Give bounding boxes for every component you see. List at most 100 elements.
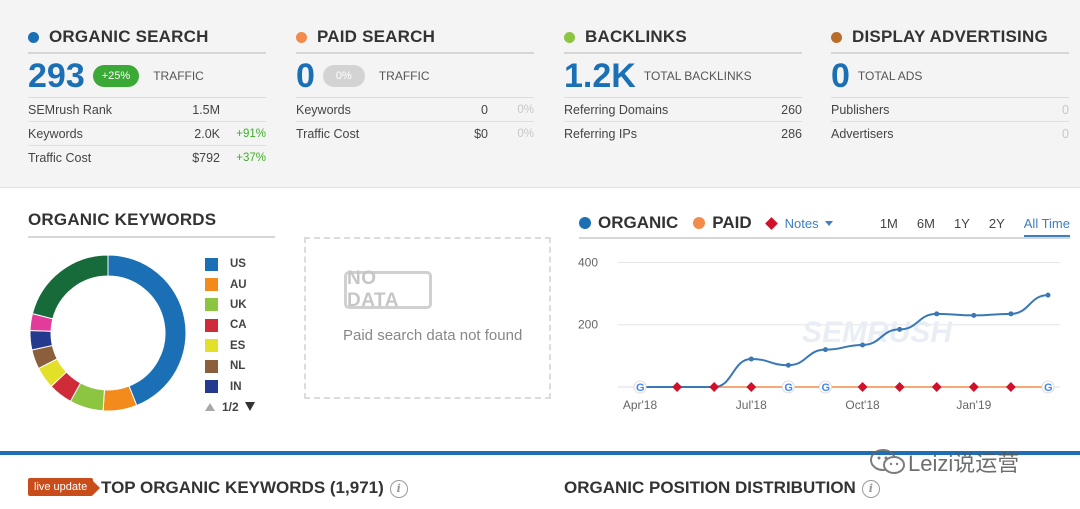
notes-dropdown[interactable]: Notes [764, 215, 833, 231]
range-6m[interactable]: 6M [916, 215, 935, 231]
backlinks-label: TOTAL BACKLINKS [643, 68, 752, 83]
note-diamond[interactable] [746, 382, 757, 392]
legend-item-in[interactable]: IN [205, 376, 255, 396]
display-advertising-header[interactable]: DISPLAY ADVERTISING [831, 26, 1069, 54]
organic-point[interactable] [971, 312, 977, 318]
organic-point[interactable] [1045, 292, 1051, 298]
display-ads-value[interactable]: 0 [831, 56, 850, 95]
note-diamond[interactable] [894, 382, 905, 392]
legend-paid-label: PAID [712, 213, 752, 232]
legend-swatch [205, 298, 218, 312]
no-data-badge: NO DATA [344, 268, 432, 311]
legend-item-es[interactable]: ES [205, 336, 255, 356]
legend-label: US [230, 258, 246, 271]
organic-keywords-title: ORGANIC KEYWORDS [28, 210, 217, 229]
info-icon[interactable]: i [861, 479, 880, 498]
organic-search-card: ORGANIC SEARCH 293 +25% TRAFFIC SEMrush … [28, 26, 266, 170]
metric-row: Traffic Cost $0 0% [296, 122, 534, 146]
metric-value[interactable]: 1.5M [192, 102, 220, 117]
wechat-icon [870, 449, 905, 474]
legend-swatch [205, 339, 218, 353]
organic-traffic-value[interactable]: 293 [28, 56, 85, 95]
organic-search-header[interactable]: ORGANIC SEARCH [28, 26, 266, 54]
metric-label: SEMrush Rank [28, 102, 113, 117]
backlinks-value[interactable]: 1.2K [564, 56, 636, 95]
legend-item-nl[interactable]: NL [205, 356, 255, 376]
traffic-chart-header: ORGANIC PAID Notes 1M 6M 1Y 2Y All Time [579, 209, 1070, 239]
organic-point[interactable] [897, 326, 903, 332]
metric-value[interactable]: 286 [781, 127, 802, 141]
time-range-selector: 1M 6M 1Y 2Y All Time [861, 208, 1070, 238]
google-update-icon[interactable]: G [1041, 380, 1055, 394]
note-diamond[interactable] [857, 382, 868, 392]
range-2y[interactable]: 2Y [988, 215, 1005, 231]
metric-value[interactable]: 0 [1062, 127, 1069, 141]
organic-keywords-donut-chart[interactable] [28, 253, 188, 413]
organic-traffic-change-badge: +25% [92, 64, 140, 87]
legend-swatch [205, 380, 218, 394]
legend-paid[interactable]: PAID [693, 213, 752, 233]
paid-search-title: PAID SEARCH [317, 27, 436, 46]
organic-keywords-header: ORGANIC KEYWORDS [28, 210, 275, 238]
metric-value[interactable]: $0 [474, 127, 488, 141]
traffic-line-chart[interactable]: 200 400 SEMRUSH G G G G Apr'18 Jul'18 Oct'18 Jan'1… [570, 250, 1065, 420]
range-1y[interactable]: 1Y [953, 215, 970, 231]
google-update-icon[interactable]: G [781, 380, 795, 394]
metric-row: Keywords 0 0% [296, 98, 534, 122]
svg-text:G: G [784, 382, 793, 394]
legend-label: UK [230, 298, 247, 311]
notes-label: Notes [784, 215, 819, 231]
donut-slice[interactable] [107, 254, 187, 407]
range-all-time[interactable]: All Time [1023, 216, 1070, 237]
organic-point[interactable] [934, 311, 940, 317]
note-diamond[interactable] [1005, 382, 1016, 392]
legend-label: ES [230, 339, 246, 352]
backlinks-header[interactable]: BACKLINKS [564, 26, 802, 54]
legend-item-us[interactable]: US [205, 254, 255, 274]
organic-position-distribution-heading: ORGANIC POSITION DISTRIBUTION i [564, 478, 880, 498]
range-1m[interactable]: 1M [879, 215, 898, 231]
backlinks-dot-icon [564, 31, 575, 43]
note-diamond[interactable] [709, 382, 720, 392]
legend-item-au[interactable]: AU [205, 274, 255, 294]
metric-label: Advertisers [831, 127, 894, 141]
legend-label: NL [230, 360, 246, 373]
metric-value[interactable]: $792 [192, 151, 220, 165]
google-update-icon[interactable]: G [818, 380, 832, 394]
metric-value[interactable]: 2.0K [194, 126, 220, 141]
legend-item-uk[interactable]: UK [205, 295, 255, 315]
x-tick-label: Apr'18 [623, 398, 658, 412]
metric-value[interactable]: 0 [1062, 102, 1069, 117]
organic-dot-icon [28, 31, 39, 43]
svg-text:G: G [821, 382, 830, 394]
metric-label: Keywords [28, 126, 83, 141]
organic-point[interactable] [822, 347, 828, 353]
organic-point[interactable] [860, 342, 866, 348]
semrush-watermark: SEMRUSH [802, 316, 953, 349]
paid-search-header[interactable]: PAID SEARCH [296, 26, 534, 54]
note-diamond[interactable] [672, 382, 683, 392]
metric-row: Traffic Cost $792 +37% [28, 146, 266, 170]
organic-point[interactable] [748, 356, 754, 362]
pager-next-icon[interactable] [244, 402, 255, 412]
donut-slice[interactable] [31, 254, 109, 320]
legend-organic[interactable]: ORGANIC [579, 213, 678, 233]
google-update-icon[interactable]: G [633, 380, 647, 394]
watermark-text: Leizi说运营 [908, 451, 1020, 476]
metric-value[interactable]: 0 [481, 102, 488, 117]
organic-point[interactable] [785, 362, 791, 368]
note-diamond[interactable] [968, 382, 979, 392]
chevron-down-icon [824, 220, 833, 226]
organic-point[interactable] [1008, 311, 1014, 317]
backlinks-card: BACKLINKS 1.2K TOTAL BACKLINKS Referring… [564, 26, 802, 146]
svg-text:G: G [1044, 382, 1053, 394]
legend-item-ca[interactable]: CA [205, 315, 255, 335]
info-icon[interactable]: i [389, 479, 408, 498]
note-diamond[interactable] [931, 382, 942, 392]
metric-change: +91% [236, 127, 266, 140]
legend-label: CA [230, 319, 247, 332]
paid-traffic-value[interactable]: 0 [296, 56, 315, 95]
pager-prev-icon[interactable] [205, 402, 215, 411]
metric-change: +37% [236, 152, 266, 164]
metric-value[interactable]: 260 [781, 102, 802, 117]
